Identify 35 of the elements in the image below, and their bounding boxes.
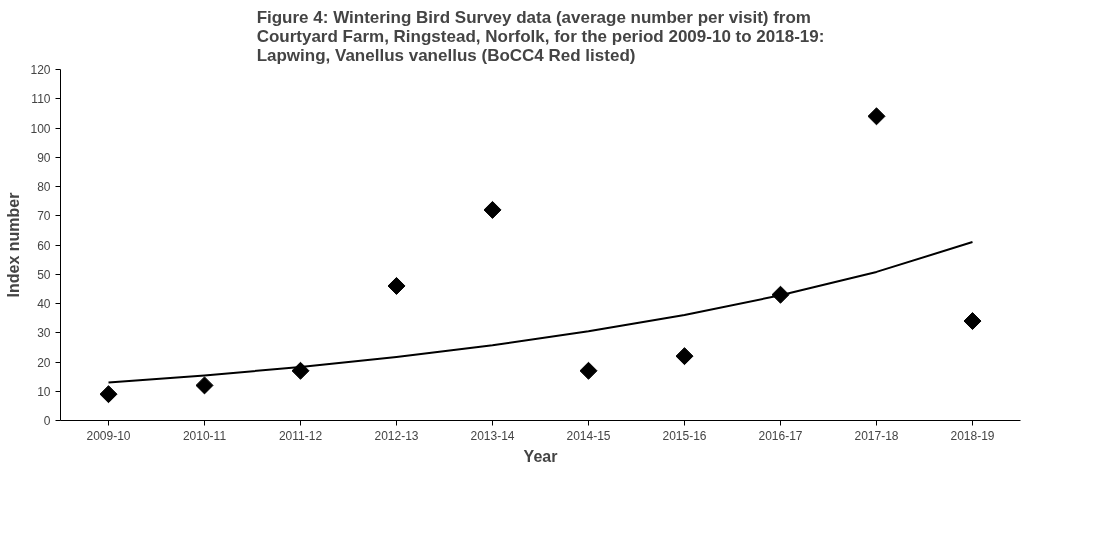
y-tick-label: 20 — [37, 355, 51, 370]
x-tick-label: 2013-14 — [470, 428, 515, 443]
x-tick-label: 2017-18 — [854, 428, 899, 443]
y-tick-label: 40 — [37, 297, 51, 311]
x-tick-label: 2018-19 — [950, 428, 995, 443]
x-tick-label: 2010-11 — [182, 428, 227, 443]
point — [867, 107, 886, 126]
y-tick-label: 70 — [37, 209, 51, 224]
x-tick-label: 2014-15 — [566, 428, 611, 443]
y-tick-label: 60 — [37, 238, 51, 253]
point — [483, 200, 502, 219]
y-tick-label: 0 — [43, 414, 51, 428]
y-tick-label: 90 — [37, 150, 51, 165]
point — [579, 361, 598, 380]
point — [99, 385, 118, 404]
y-tick-label: 80 — [37, 180, 51, 194]
x-axis-title: Year — [523, 447, 558, 465]
x-tick-label: 2009-10 — [86, 428, 131, 443]
point — [387, 276, 406, 295]
x-tick-label: 2015-16 — [662, 428, 707, 443]
y-tick-label: 10 — [37, 384, 51, 399]
chart-title: Figure 4: Wintering Bird Survey data (average number per visit) from Courtyard Farm, Ringstead, Norfolk, for the period 2009-10 to 2018-19: Lapwing, Vanellus vanellus (BoCC4 Red listed) — [256, 7, 825, 65]
point — [195, 376, 214, 395]
point — [675, 347, 694, 366]
y-tick-label: 30 — [37, 326, 51, 341]
y-axis-title: Index number — [5, 192, 23, 298]
y-tick-label: 120 — [30, 63, 51, 77]
y-tick-label: 50 — [37, 267, 51, 282]
x-tick-label: 2011-12 — [278, 428, 323, 443]
x-tick-label: 2012-13 — [374, 428, 419, 443]
x-tick-label: 2016-17 — [758, 428, 803, 443]
point — [291, 361, 310, 380]
y-tick-label: 110 — [31, 92, 51, 107]
point — [963, 312, 982, 331]
y-tick-label: 100 — [30, 121, 51, 136]
